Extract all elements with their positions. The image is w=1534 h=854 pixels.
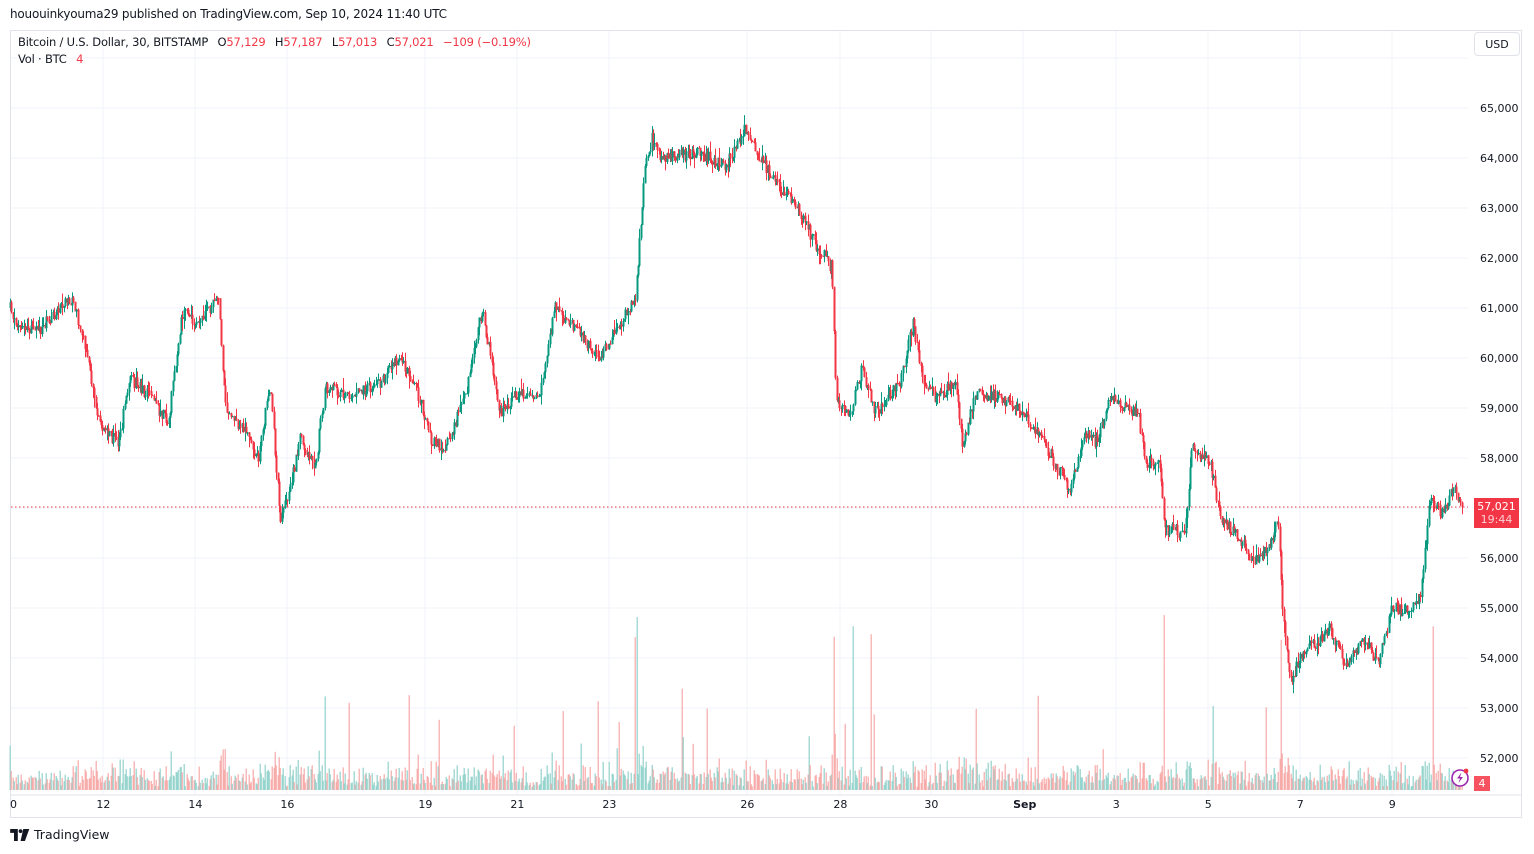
price-tick-label: 65,000: [1480, 102, 1519, 115]
price-tick-label: 58,000: [1480, 452, 1519, 465]
time-tick-label: 28: [833, 798, 847, 811]
price-change: −109 (−0.19%): [442, 35, 531, 49]
volume-bars: [9, 615, 1463, 790]
currency-button[interactable]: USD: [1474, 32, 1520, 56]
bar-countdown: 19:44: [1480, 513, 1513, 526]
price-candles: [9, 115, 1464, 694]
ohlc-close: C57,021: [386, 35, 434, 49]
price-tick-label: 53,000: [1480, 702, 1519, 715]
volume-title[interactable]: Vol · BTC: [18, 52, 67, 66]
price-tick-label: 56,000: [1480, 552, 1519, 565]
time-axis[interactable]: 0 12 14 16 19 21 23 26 28 30 Sep 3 5 7 9: [10, 798, 1396, 811]
price-tick-label: 55,000: [1480, 602, 1519, 615]
price-tick-label: 61,000: [1480, 302, 1519, 315]
last-price-badge: 57,021 19:44: [1474, 498, 1519, 528]
time-tick-label: 19: [418, 798, 432, 811]
tradingview-logo-icon: [10, 828, 30, 841]
time-tick-label: 21: [510, 798, 524, 811]
ohlc-high: H57,187: [274, 35, 323, 49]
price-tick-label: 64,000: [1480, 152, 1519, 165]
volume-value: 4: [76, 52, 84, 66]
time-tick-label: 23: [602, 798, 616, 811]
time-tick-label: 0: [10, 798, 17, 811]
chart-legend: Bitcoin / U.S. Dollar, 30, BITSTAMP O57,…: [18, 34, 531, 68]
time-tick-label: 9: [1389, 798, 1396, 811]
tradingview-logo[interactable]: TradingView: [10, 827, 110, 842]
time-tick-label: 3: [1113, 798, 1120, 811]
price-tick-label: 52,000: [1480, 752, 1519, 765]
time-tick-label: 7: [1297, 798, 1304, 811]
price-tick-label: 62,000: [1480, 252, 1519, 265]
time-tick-label: 26: [740, 798, 754, 811]
time-tick-label: 5: [1205, 798, 1212, 811]
legend-symbol-row: Bitcoin / U.S. Dollar, 30, BITSTAMP O57,…: [18, 34, 531, 51]
ohlc-open: O57,129: [217, 35, 266, 49]
price-tick-label: 63,000: [1480, 202, 1519, 215]
lightning-alert-icon[interactable]: [1450, 767, 1470, 787]
last-price-value: 57,021: [1477, 500, 1516, 513]
price-axis[interactable]: 52,00053,00054,00055,00056,00057,00058,0…: [1480, 102, 1519, 765]
volume-badge: 4: [1474, 776, 1490, 791]
tradingview-brand: TradingView: [34, 827, 110, 842]
time-tick-label: 12: [96, 798, 110, 811]
legend-volume-row: Vol · BTC 4: [18, 51, 531, 68]
time-tick-label: 16: [280, 798, 294, 811]
ohlc-low: L57,013: [331, 35, 378, 49]
time-tick-label: Sep: [1013, 798, 1036, 811]
time-tick-label: 14: [188, 798, 202, 811]
chart-frame[interactable]: [10, 30, 1522, 818]
publisher-line: hououinkyouma29 published on TradingView…: [10, 7, 447, 21]
price-tick-label: 60,000: [1480, 352, 1519, 365]
symbol-title[interactable]: Bitcoin / U.S. Dollar, 30, BITSTAMP: [18, 35, 209, 49]
time-tick-label: 30: [924, 798, 938, 811]
price-tick-label: 54,000: [1480, 652, 1519, 665]
price-tick-label: 59,000: [1480, 402, 1519, 415]
